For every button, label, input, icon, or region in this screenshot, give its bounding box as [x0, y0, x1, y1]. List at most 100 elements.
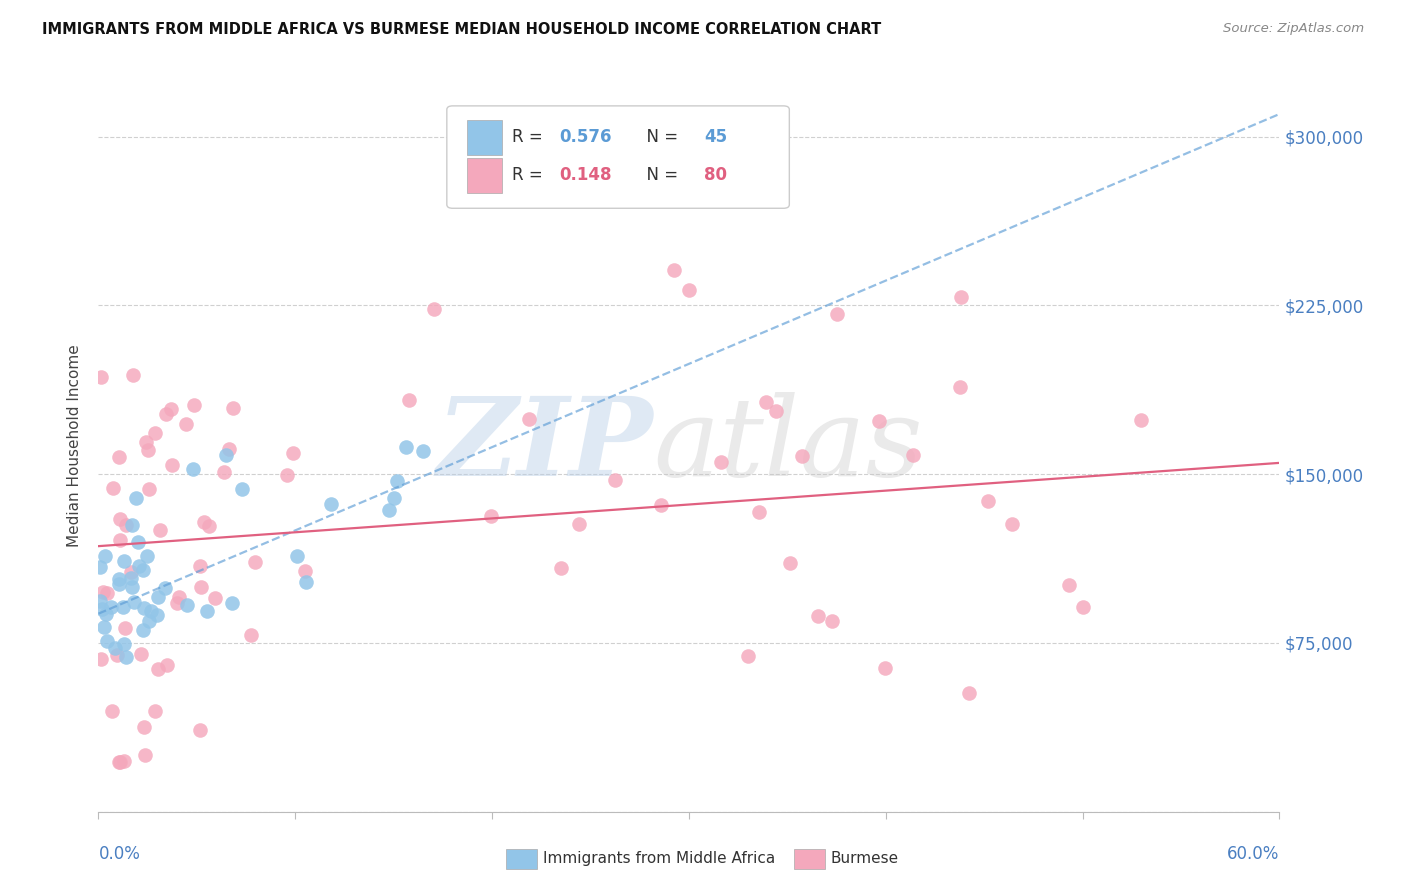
Text: IMMIGRANTS FROM MIDDLE AFRICA VS BURMESE MEDIAN HOUSEHOLD INCOME CORRELATION CHA: IMMIGRANTS FROM MIDDLE AFRICA VS BURMESE… [42, 22, 882, 37]
Point [204, 591, 226, 605]
Point [127, 535, 149, 549]
Point [195, 604, 218, 618]
Point [281, 446, 304, 460]
Point [188, 723, 211, 737]
Text: atlas: atlas [654, 392, 924, 500]
Point [378, 503, 401, 517]
Point [91, 584, 114, 599]
Point [214, 466, 236, 480]
Point [294, 574, 316, 589]
Point [114, 621, 136, 635]
Point [479, 508, 502, 523]
Point [112, 553, 135, 567]
Point [132, 563, 155, 577]
Point [873, 660, 896, 674]
Point [96, 634, 118, 648]
Text: N =: N = [636, 128, 683, 146]
Point [901, 448, 924, 462]
Point [779, 556, 801, 570]
Point [146, 607, 169, 622]
Point [105, 648, 128, 662]
Text: 60.0%: 60.0% [1227, 845, 1279, 863]
Point [134, 748, 156, 763]
Point [115, 517, 138, 532]
Point [132, 720, 155, 734]
Point [89, 594, 111, 608]
Point [143, 425, 166, 440]
Point [90, 651, 112, 665]
Point [138, 482, 160, 496]
Point [108, 450, 131, 464]
Point [174, 417, 197, 432]
Point [146, 590, 169, 604]
Point [96, 586, 118, 600]
Point [950, 290, 973, 304]
Point [115, 650, 138, 665]
Point [1071, 599, 1094, 614]
Point [135, 435, 157, 450]
Point [121, 580, 143, 594]
Point [148, 523, 170, 537]
Point [108, 572, 131, 586]
Point [112, 754, 135, 768]
Point [120, 565, 142, 579]
Point [122, 368, 145, 382]
Point [382, 491, 405, 505]
Point [112, 637, 135, 651]
Point [398, 393, 420, 408]
Point [162, 458, 184, 473]
Text: R =: R = [512, 128, 548, 146]
Point [423, 302, 446, 317]
Point [737, 649, 759, 664]
Point [153, 581, 176, 595]
Point [412, 444, 434, 458]
Point [89, 560, 111, 574]
Point [755, 394, 778, 409]
Point [136, 443, 159, 458]
Point [231, 482, 253, 496]
Point [169, 590, 191, 604]
Point [395, 440, 418, 454]
Point [790, 449, 813, 463]
Point [294, 564, 316, 578]
Text: 45: 45 [704, 128, 727, 146]
Point [132, 623, 155, 637]
Point [90, 602, 112, 616]
Point [176, 598, 198, 612]
Text: ZIP: ZIP [437, 392, 654, 500]
Point [122, 594, 145, 608]
Point [138, 614, 160, 628]
Point [143, 704, 166, 718]
Point [193, 515, 215, 529]
Point [94, 549, 117, 563]
Point [222, 401, 245, 416]
Text: 0.576: 0.576 [560, 128, 612, 146]
Point [139, 604, 162, 618]
Point [517, 412, 540, 426]
Point [103, 481, 125, 495]
Text: R =: R = [512, 167, 548, 185]
Point [977, 494, 1000, 508]
Point [121, 517, 143, 532]
Point [287, 549, 309, 564]
Point [949, 379, 972, 393]
Point [568, 517, 591, 532]
Point [155, 407, 177, 421]
Point [550, 561, 572, 575]
Text: Source: ZipAtlas.com: Source: ZipAtlas.com [1223, 22, 1364, 36]
Text: 0.148: 0.148 [560, 167, 612, 185]
Point [107, 755, 129, 769]
Point [240, 628, 263, 642]
Point [96, 607, 118, 621]
FancyBboxPatch shape [447, 106, 789, 209]
Point [221, 596, 243, 610]
Point [148, 662, 170, 676]
Point [104, 641, 127, 656]
Point [124, 491, 146, 505]
Point [807, 608, 830, 623]
Point [108, 512, 131, 526]
Point [957, 686, 980, 700]
Point [129, 648, 152, 662]
Point [101, 704, 124, 718]
Point [120, 571, 142, 585]
